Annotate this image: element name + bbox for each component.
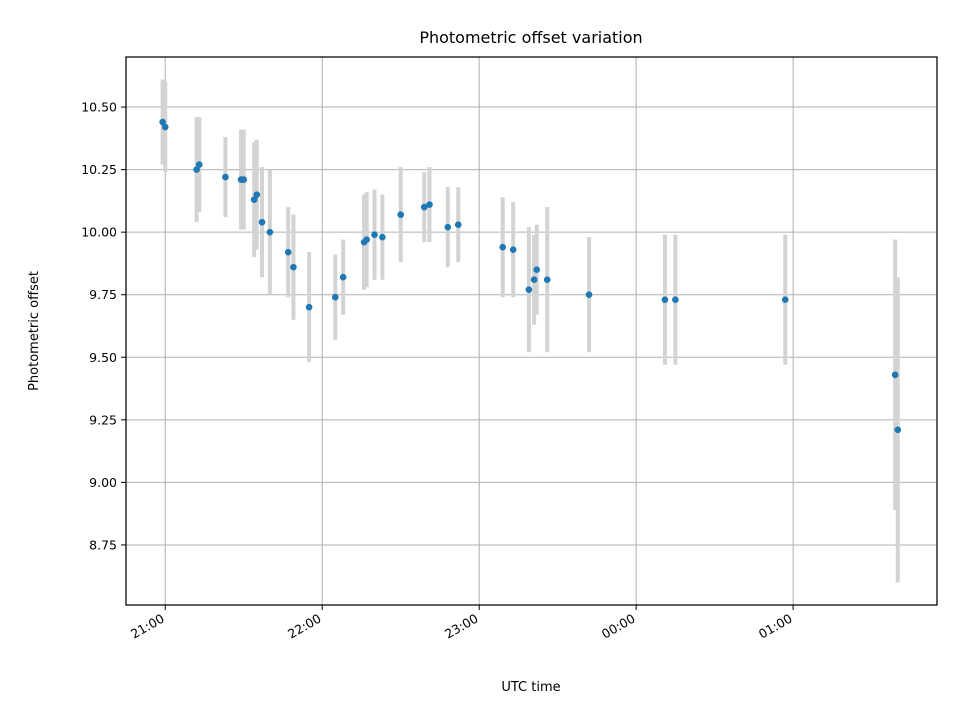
data-point	[379, 233, 386, 241]
data-point	[222, 173, 229, 181]
data-point	[454, 221, 462, 228]
data-point	[253, 191, 261, 198]
data-point	[533, 266, 541, 273]
y-tick-label: 9.00	[89, 475, 117, 490]
data-point	[305, 303, 313, 311]
y-tick-label: 8.75	[89, 537, 117, 552]
data-point	[250, 196, 258, 203]
data-point	[543, 276, 551, 284]
y-axis-label: Photometric offset	[27, 271, 42, 391]
y-axis-ticks: 8.75 9.00 9.25 9.50 9.75 10.00 10.25 10.50	[81, 100, 126, 552]
data-point	[426, 201, 433, 208]
data-point	[585, 291, 593, 299]
data-point	[193, 166, 200, 173]
data-point	[894, 426, 902, 434]
y-tick-label: 9.50	[89, 350, 117, 365]
data-point	[525, 286, 533, 294]
data-point	[397, 211, 404, 218]
data-point	[284, 248, 292, 256]
y-tick-label: 10.25	[81, 162, 117, 177]
data-points	[159, 118, 902, 434]
y-tick-label: 10.50	[81, 100, 117, 115]
data-point	[781, 296, 789, 304]
chart-title: Photometric offset variation	[419, 28, 642, 47]
data-point	[363, 236, 370, 243]
data-point	[195, 161, 203, 168]
x-axis-label: UTC time	[501, 680, 560, 695]
data-point	[672, 296, 679, 304]
data-point	[240, 176, 248, 183]
plot-frame	[125, 56, 938, 606]
data-point	[290, 263, 297, 271]
data-point	[891, 371, 899, 379]
data-point	[661, 296, 669, 304]
data-point	[371, 231, 378, 238]
y-tick-label: 9.25	[89, 412, 117, 427]
data-point	[499, 243, 507, 251]
data-point	[339, 273, 347, 281]
y-tick-label: 10.00	[81, 225, 117, 240]
data-point	[159, 118, 166, 126]
data-point	[266, 228, 274, 236]
data-point	[444, 223, 452, 231]
data-point	[509, 246, 517, 253]
data-point	[331, 293, 339, 301]
data-point	[420, 203, 428, 211]
data-point	[258, 218, 266, 226]
data-point	[530, 276, 538, 284]
data-point	[161, 123, 169, 131]
y-tick-label: 9.75	[89, 287, 117, 302]
